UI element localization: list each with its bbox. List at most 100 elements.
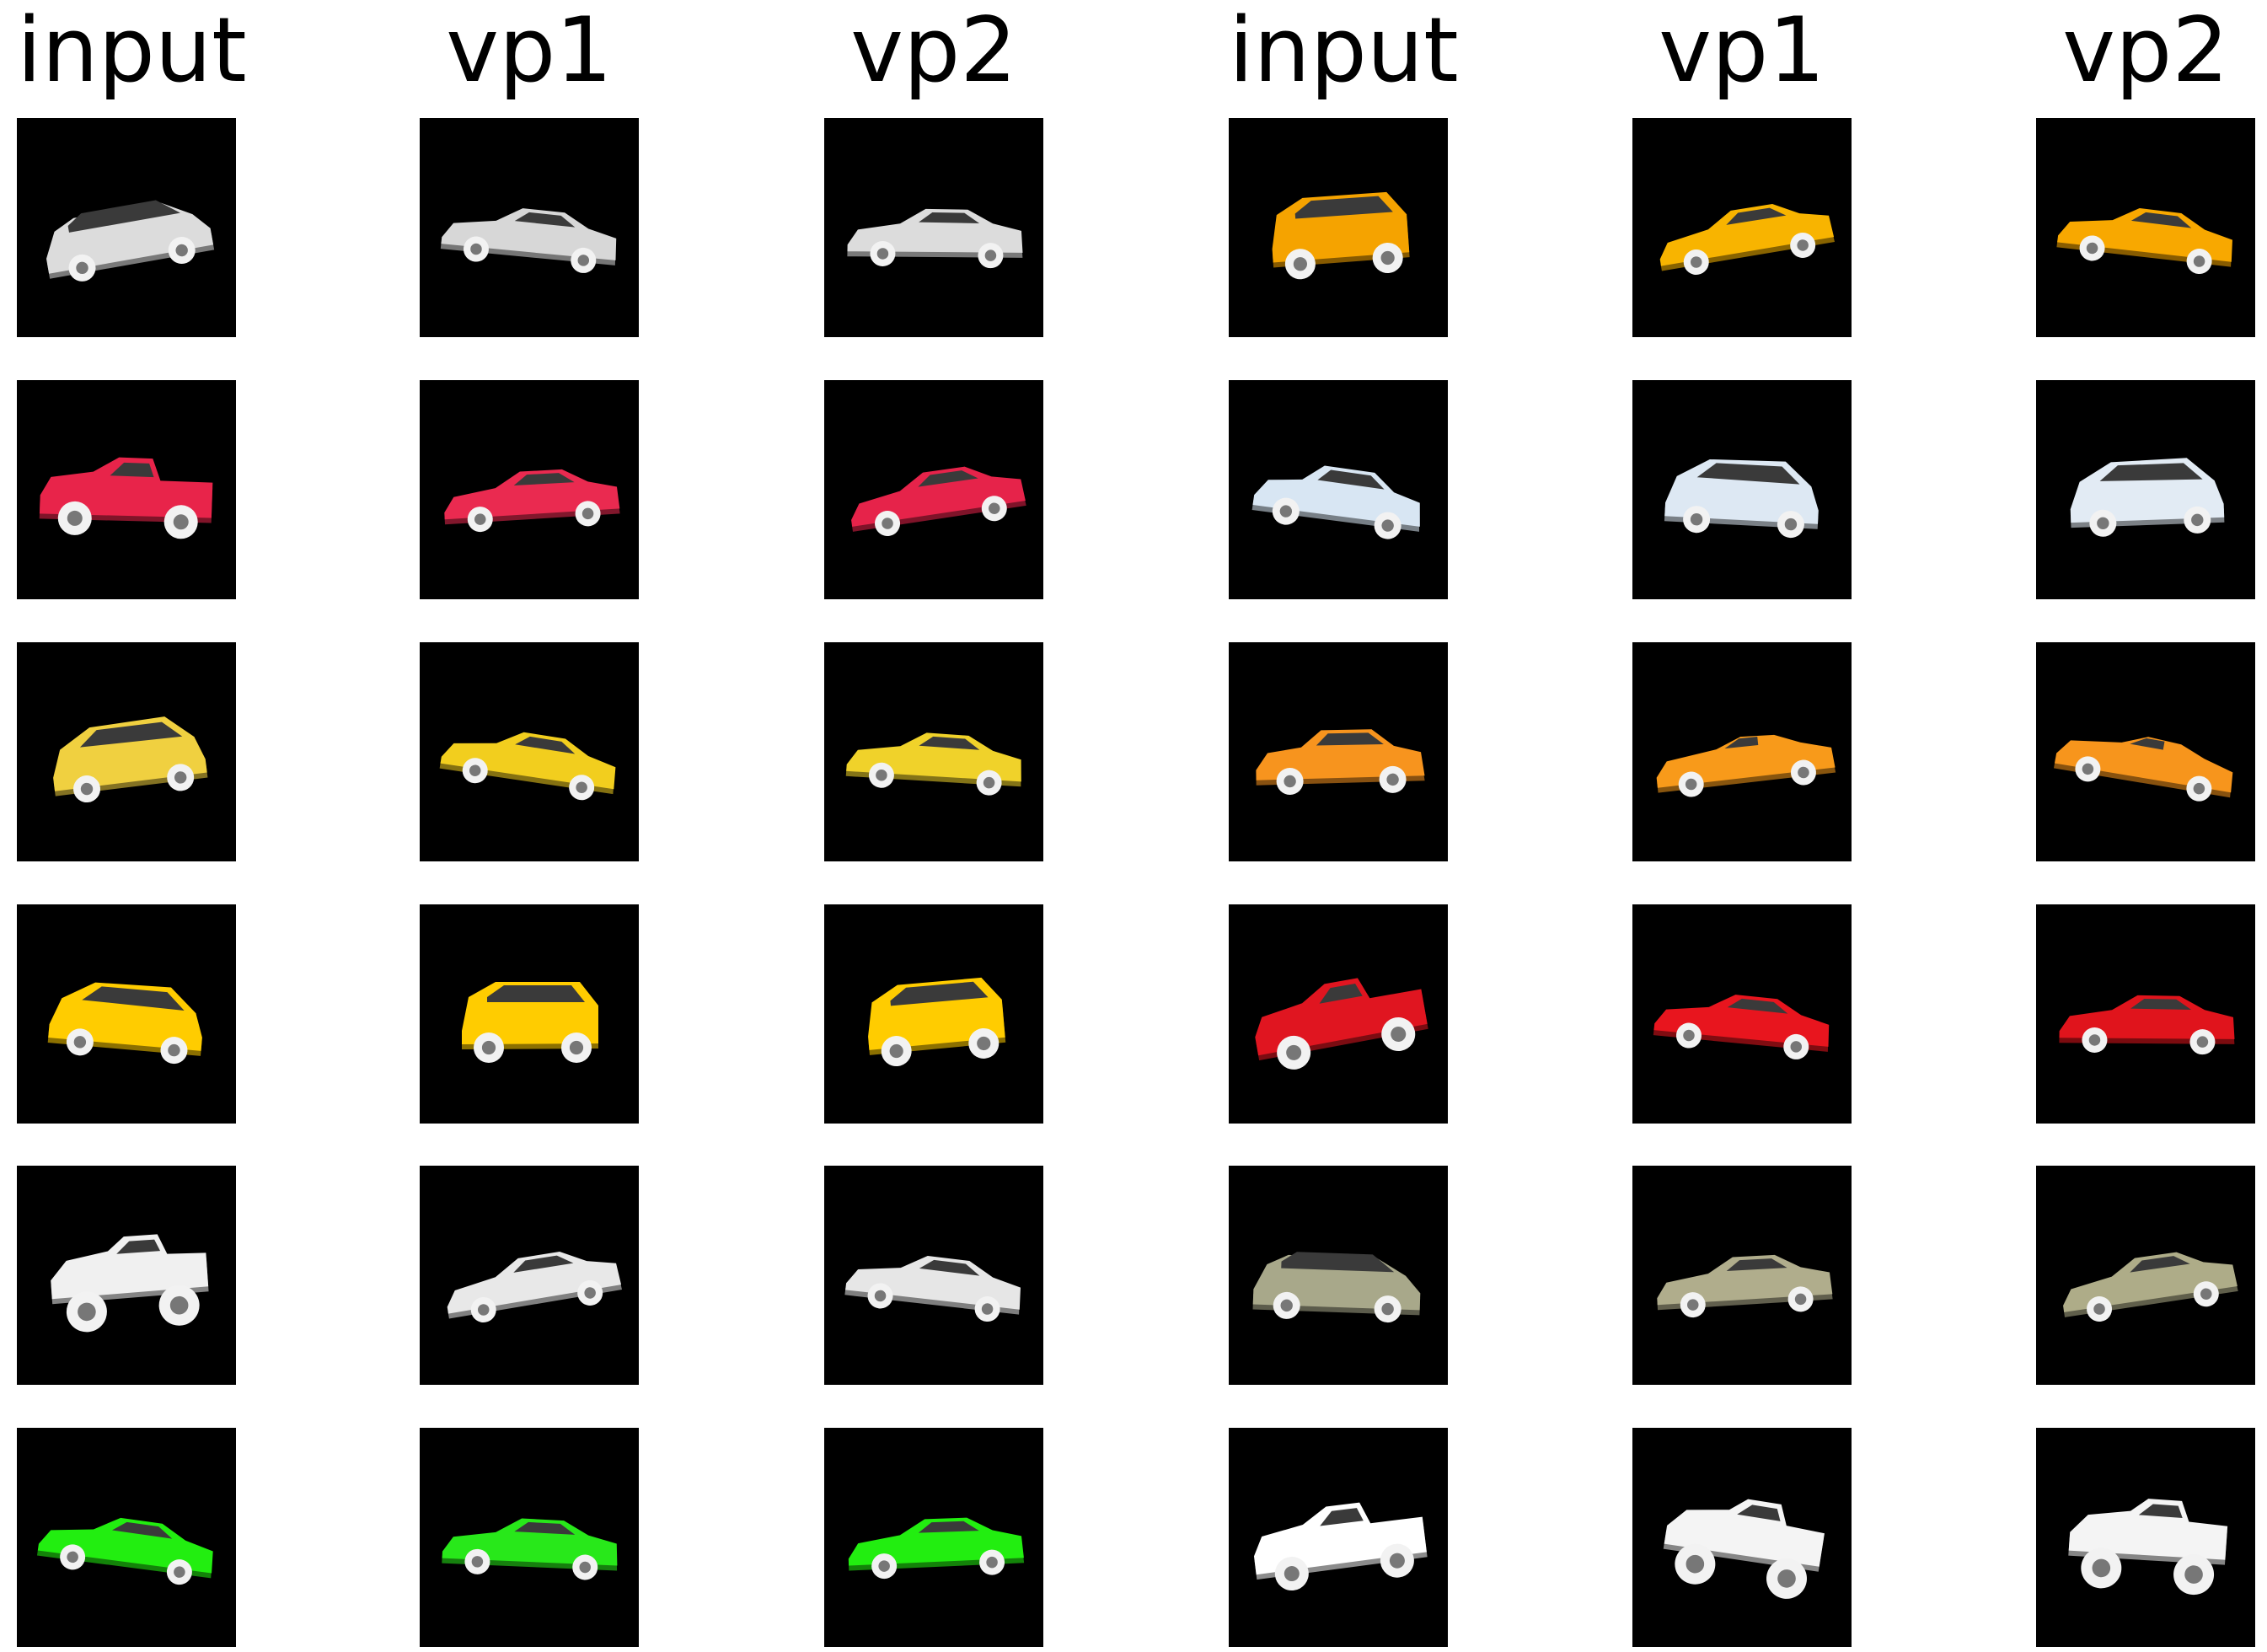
car-thumbnail-r3-c2 (420, 642, 639, 861)
car-render (844, 1255, 1021, 1322)
car-body (1252, 465, 1420, 527)
car-windows (1696, 463, 1800, 485)
car-hub (469, 764, 481, 776)
car-hub (78, 1302, 96, 1322)
car-render (2056, 207, 2232, 275)
car-thumbnail-r2-c6 (2036, 380, 2255, 599)
car-render (53, 716, 208, 803)
car-windows (1294, 196, 1393, 219)
car-hub (1690, 256, 1702, 268)
car-body (847, 208, 1023, 253)
car-windows (1726, 207, 1787, 225)
car-hub (481, 1040, 496, 1055)
car-windows (1320, 1508, 1364, 1526)
car-windows (515, 736, 576, 754)
car-render (1256, 729, 1425, 796)
car-render (2070, 458, 2225, 537)
car-windows (918, 1521, 979, 1533)
car-body (2059, 995, 2235, 1039)
car-hub (477, 1304, 490, 1316)
car-hub (1794, 1293, 1807, 1306)
car-hub (1797, 239, 1809, 251)
car-body (51, 1234, 209, 1300)
car-hub (1798, 766, 1809, 779)
car-render (1656, 734, 1836, 797)
car-thumbnail-r3-c5 (1632, 642, 1852, 861)
car-thumbnail-r5-c3 (824, 1166, 1043, 1385)
car-hub (169, 1295, 189, 1315)
car-hub (174, 771, 187, 784)
car-thumbnail-r5-c6 (2036, 1166, 2255, 1385)
car-hub (2193, 782, 2205, 795)
car-thumbnail-r1-c3 (824, 118, 1043, 337)
car-hub (1685, 778, 1697, 791)
car-thumbnail-r4-c2 (420, 904, 639, 1124)
car-thumbnail-r6-c2 (420, 1428, 639, 1647)
car-hub (67, 1551, 78, 1564)
car-render (439, 732, 616, 801)
car-hub (1386, 773, 1399, 786)
car-render (2063, 1252, 2238, 1322)
car-hub (876, 769, 887, 781)
car-body (845, 1255, 1021, 1310)
car-hub (882, 518, 893, 529)
car-hub (569, 1040, 584, 1055)
car-render (1255, 978, 1428, 1070)
car-render (1664, 459, 1819, 539)
car-hub (977, 1036, 991, 1051)
car-thumbnail-r2-c3 (824, 380, 1043, 599)
car-hub (1381, 1302, 1394, 1316)
car-body (447, 1252, 622, 1314)
car-hub (876, 248, 889, 260)
column-header-vp2: vp2 (850, 0, 1017, 102)
car-thumbnail-r5-c1 (17, 1166, 236, 1385)
car-hub (2086, 242, 2098, 255)
car-thumbnail-r2-c2 (420, 380, 639, 599)
car-render (36, 1517, 213, 1585)
column-header-input: input (1229, 0, 1459, 102)
car-hub (168, 1043, 180, 1057)
car-thumbnail-r5-c5 (1632, 1166, 1852, 1385)
car-hub (173, 514, 189, 530)
car-hub (1777, 1569, 1796, 1588)
car-windows (514, 212, 576, 228)
car-render (447, 1252, 623, 1322)
car-hub (80, 782, 94, 796)
column-header-vp1: vp1 (446, 0, 613, 102)
column-header-vp1: vp1 (1659, 0, 1825, 102)
car-thumbnail-r4-c1 (17, 904, 236, 1124)
car-hub (984, 249, 997, 261)
car-hub (76, 261, 88, 275)
car-hub (2191, 513, 2204, 527)
car-windows (1737, 1504, 1781, 1521)
car-hub (581, 507, 594, 520)
car-render (851, 466, 1026, 537)
car-thumbnail-r6-c3 (824, 1428, 1043, 1647)
column-header-vp2: vp2 (2062, 0, 2229, 102)
car-thumbnail-r2-c5 (1632, 380, 1852, 599)
car-render (1659, 204, 1836, 275)
car-hub (981, 1303, 994, 1315)
car-render (1663, 1499, 1825, 1599)
car-render (39, 457, 213, 539)
car-windows (1317, 469, 1385, 490)
car-windows (487, 985, 585, 1002)
car-windows (116, 1239, 161, 1254)
car-windows (1281, 1252, 1395, 1273)
car-windows (1319, 983, 1363, 1004)
car-body (848, 1517, 1024, 1566)
car-hub (73, 1036, 87, 1049)
car-thumbnail-r5-c4 (1229, 1166, 1448, 1385)
car-render (442, 1518, 618, 1580)
car-hub (576, 781, 587, 793)
car-render (845, 732, 1021, 796)
car-thumbnail-r4-c3 (824, 904, 1043, 1124)
car-hub (1381, 519, 1394, 532)
car-hub (1690, 513, 1703, 526)
car-hub (1686, 1554, 1705, 1574)
car-hub (2088, 1034, 2101, 1046)
car-hub (1784, 518, 1798, 531)
car-render (847, 208, 1023, 269)
car-windows (918, 470, 978, 487)
